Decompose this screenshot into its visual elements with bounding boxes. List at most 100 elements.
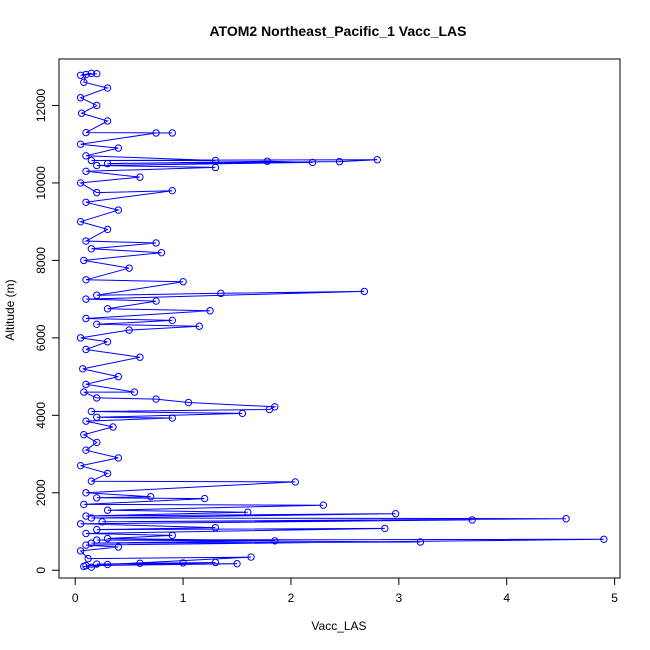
data-point	[247, 553, 255, 561]
data-point	[244, 508, 252, 516]
axes: 0 1 2 3 4 5 0 2000 4000 6000 8000 10000 12000	[34, 88, 618, 605]
data-point	[271, 537, 279, 545]
data-point	[80, 500, 88, 509]
data-point	[80, 256, 88, 265]
data-point	[147, 492, 155, 501]
data-point	[211, 523, 220, 532]
data-point	[381, 524, 389, 533]
data-point	[87, 245, 96, 253]
y-tick-label: 12000	[34, 88, 48, 122]
data-point	[211, 156, 220, 165]
y-tick-label: 0	[34, 567, 48, 574]
data-point	[80, 388, 88, 396]
data-point	[233, 559, 241, 568]
data-point	[103, 305, 112, 313]
data-point	[76, 520, 85, 528]
data-point	[82, 529, 90, 538]
data-point	[76, 140, 85, 148]
data-point	[600, 535, 608, 543]
data-point	[82, 380, 90, 389]
data-point	[76, 547, 85, 555]
data-point	[87, 156, 96, 165]
data-point	[82, 489, 90, 497]
data-point	[109, 423, 117, 431]
x-tick-label: 3	[395, 591, 402, 605]
data-point	[184, 398, 193, 407]
data-point	[76, 94, 85, 102]
data-point	[82, 128, 90, 137]
data-point	[103, 560, 112, 569]
data-point	[200, 494, 209, 503]
data-point	[82, 70, 90, 79]
data-point	[308, 158, 317, 167]
data-point	[93, 413, 101, 421]
data-point	[168, 129, 176, 137]
x-tick-label: 0	[72, 591, 79, 605]
chart-title: ATOM2 Northeast_Pacific_1 Vacc_LAS	[209, 23, 466, 39]
data-point	[114, 372, 123, 381]
data-point	[103, 225, 112, 234]
data-point	[82, 561, 90, 570]
data-point	[238, 409, 247, 418]
data-marks	[76, 69, 608, 571]
data-point	[84, 554, 92, 563]
x-axis-label: Vacc_LAS	[311, 619, 366, 633]
data-point	[93, 70, 101, 78]
data-point	[103, 534, 112, 543]
x-tick-label: 1	[180, 591, 187, 605]
y-tick-label: 4000	[34, 402, 48, 429]
data-point	[114, 144, 123, 152]
plot-frame	[58, 58, 621, 579]
y-axis-label: Altitude (m)	[3, 279, 17, 340]
data-point	[179, 278, 187, 286]
data-point	[98, 518, 106, 526]
data-point	[82, 276, 90, 284]
data-point	[152, 297, 160, 305]
data-point	[76, 179, 85, 187]
data-point	[103, 84, 112, 92]
data-point	[93, 394, 101, 402]
data-point	[114, 543, 123, 551]
data-point	[168, 186, 176, 195]
data-point	[168, 316, 176, 325]
data-point	[319, 501, 328, 509]
data-point	[152, 395, 160, 403]
data-point	[93, 536, 101, 544]
data-point	[125, 326, 133, 334]
data-point	[152, 129, 160, 137]
data-point	[103, 469, 112, 478]
data-point	[271, 403, 279, 411]
data-point	[76, 71, 85, 79]
data-point	[217, 289, 225, 298]
data-point	[82, 345, 90, 354]
data-point	[79, 365, 87, 373]
data-point	[93, 560, 101, 568]
data-point	[87, 539, 96, 547]
data-point	[136, 353, 144, 361]
data-point	[391, 510, 400, 518]
data-point	[87, 563, 96, 571]
data-point	[93, 494, 101, 502]
data-point	[80, 430, 88, 439]
data-point	[130, 388, 139, 396]
x-tick-label: 2	[288, 591, 295, 605]
data-point	[179, 559, 187, 567]
data-point	[168, 531, 176, 540]
data-point	[93, 320, 101, 329]
data-point	[136, 559, 144, 567]
data-point	[103, 338, 112, 346]
y-tick-label: 6000	[34, 324, 48, 351]
data-point	[152, 239, 160, 247]
data-point	[373, 156, 381, 164]
data-point	[82, 512, 90, 520]
data-point	[291, 478, 299, 486]
data-point	[76, 334, 85, 342]
y-tick-label: 10000	[34, 166, 48, 200]
data-point	[87, 407, 96, 416]
data-point	[211, 558, 220, 567]
data-point	[87, 69, 96, 78]
data-point	[157, 248, 166, 257]
y-tick-label: 2000	[34, 479, 48, 506]
data-point	[335, 157, 344, 166]
data-point	[103, 159, 112, 168]
